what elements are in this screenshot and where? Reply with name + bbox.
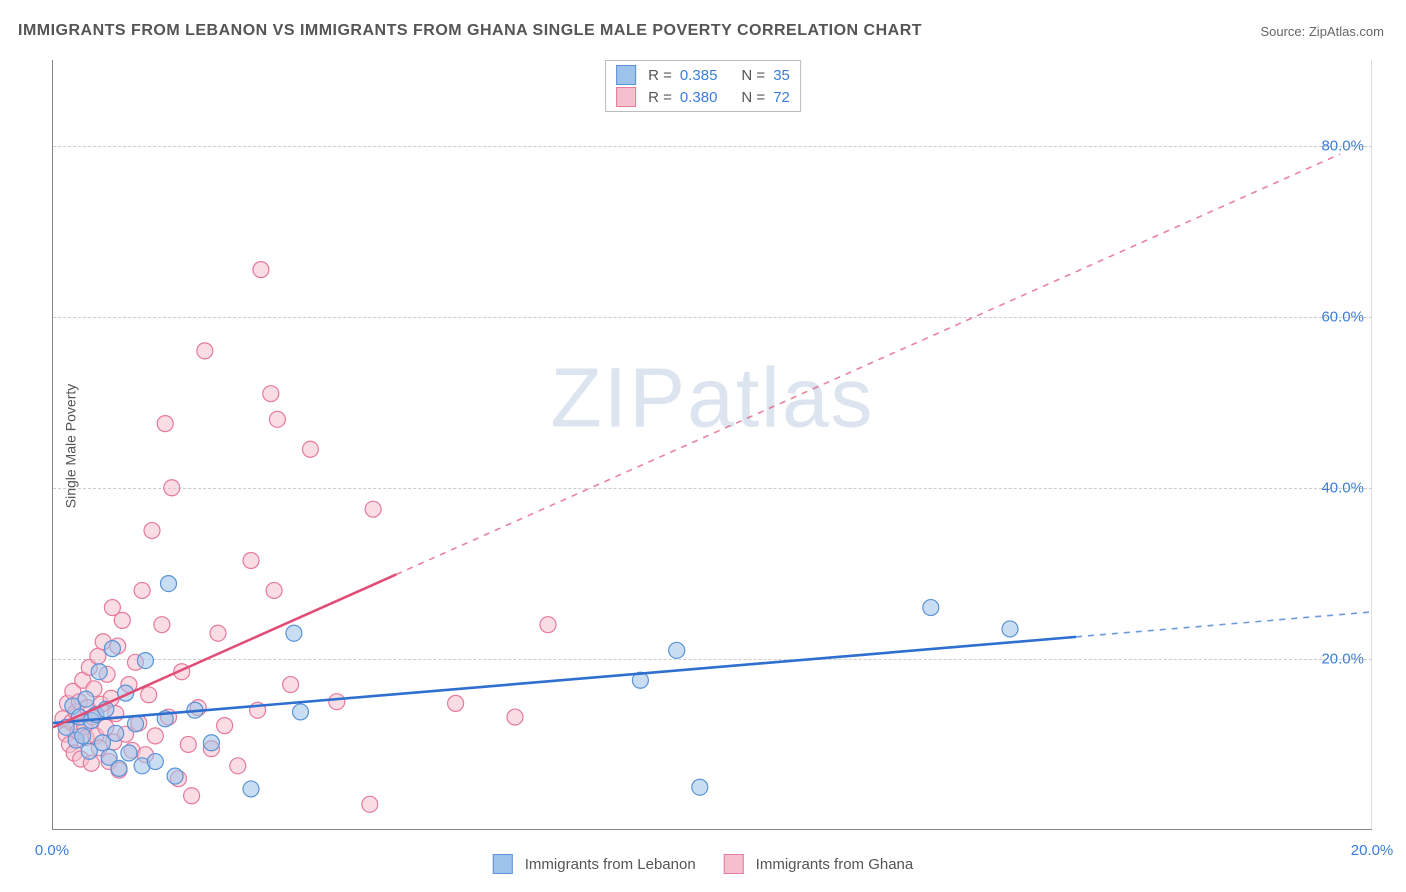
data-point-ghana bbox=[263, 386, 279, 402]
data-point-ghana bbox=[243, 553, 259, 569]
data-point-lebanon bbox=[161, 576, 177, 592]
data-point-ghana bbox=[147, 728, 163, 744]
n-label: N = bbox=[741, 89, 765, 106]
data-point-lebanon bbox=[293, 704, 309, 720]
chart-container: { "title": "IMMIGRANTS FROM LEBANON VS I… bbox=[0, 0, 1406, 892]
data-point-lebanon bbox=[91, 664, 107, 680]
correlation-legend: R = 0.385 N = 35 R = 0.380 N = 72 bbox=[605, 60, 801, 112]
data-point-ghana bbox=[164, 480, 180, 496]
data-point-lebanon bbox=[78, 691, 94, 707]
data-point-ghana bbox=[362, 796, 378, 812]
data-point-lebanon bbox=[692, 779, 708, 795]
swatch-ghana bbox=[616, 87, 636, 107]
trend-line-dashed-ghana bbox=[396, 154, 1340, 574]
data-point-ghana bbox=[329, 694, 345, 710]
data-point-lebanon bbox=[669, 642, 685, 658]
data-point-ghana bbox=[184, 788, 200, 804]
data-point-ghana bbox=[90, 648, 106, 664]
data-point-ghana bbox=[540, 617, 556, 633]
data-point-ghana bbox=[144, 523, 160, 539]
x-tick-label: 20.0% bbox=[1351, 842, 1394, 859]
plot-area: ZIPatlas 20.0%40.0%60.0%80.0% bbox=[52, 60, 1372, 830]
data-point-ghana bbox=[157, 416, 173, 432]
source-attribution: Source: ZipAtlas.com bbox=[1260, 24, 1384, 39]
chart-title: IMMIGRANTS FROM LEBANON VS IMMIGRANTS FR… bbox=[18, 22, 922, 40]
data-point-ghana bbox=[230, 758, 246, 774]
trend-line-lebanon bbox=[53, 637, 1076, 723]
data-point-ghana bbox=[507, 709, 523, 725]
data-point-ghana bbox=[365, 501, 381, 517]
data-point-lebanon bbox=[128, 716, 144, 732]
legend-label-lebanon: Immigrants from Lebanon bbox=[525, 856, 696, 873]
data-point-ghana bbox=[180, 736, 196, 752]
n-value-lebanon: 35 bbox=[773, 67, 790, 84]
data-point-lebanon bbox=[923, 600, 939, 616]
data-point-ghana bbox=[269, 411, 285, 427]
data-point-lebanon bbox=[203, 735, 219, 751]
scatter-plot-svg bbox=[53, 60, 1373, 830]
data-point-ghana bbox=[448, 695, 464, 711]
swatch-ghana bbox=[724, 854, 744, 874]
data-point-ghana bbox=[197, 343, 213, 359]
data-point-lebanon bbox=[104, 641, 120, 657]
legend-item-lebanon: Immigrants from Lebanon bbox=[493, 854, 696, 874]
r-value-lebanon: 0.385 bbox=[680, 67, 718, 84]
source-label: Source: bbox=[1260, 24, 1308, 39]
corr-legend-row-ghana: R = 0.380 N = 72 bbox=[616, 86, 790, 108]
data-point-lebanon bbox=[147, 754, 163, 770]
data-point-ghana bbox=[141, 687, 157, 703]
legend-label-ghana: Immigrants from Ghana bbox=[756, 856, 914, 873]
swatch-lebanon bbox=[493, 854, 513, 874]
data-point-ghana bbox=[283, 677, 299, 693]
data-point-lebanon bbox=[108, 725, 124, 741]
trend-line-dashed-lebanon bbox=[1076, 612, 1373, 637]
data-point-ghana bbox=[266, 582, 282, 598]
corr-legend-row-lebanon: R = 0.385 N = 35 bbox=[616, 64, 790, 86]
data-point-ghana bbox=[154, 617, 170, 633]
data-point-lebanon bbox=[137, 653, 153, 669]
n-value-ghana: 72 bbox=[773, 89, 790, 106]
data-point-ghana bbox=[210, 625, 226, 641]
data-point-ghana bbox=[134, 582, 150, 598]
n-label: N = bbox=[741, 67, 765, 84]
data-point-lebanon bbox=[111, 760, 127, 776]
source-value: ZipAtlas.com bbox=[1309, 24, 1384, 39]
data-point-lebanon bbox=[121, 745, 137, 761]
data-point-lebanon bbox=[1002, 621, 1018, 637]
r-value-ghana: 0.380 bbox=[680, 89, 718, 106]
x-tick-label: 0.0% bbox=[35, 842, 69, 859]
swatch-lebanon bbox=[616, 65, 636, 85]
data-point-ghana bbox=[114, 612, 130, 628]
r-label: R = bbox=[648, 89, 672, 106]
data-point-ghana bbox=[302, 441, 318, 457]
data-point-lebanon bbox=[75, 728, 91, 744]
series-legend: Immigrants from Lebanon Immigrants from G… bbox=[493, 854, 913, 874]
data-point-lebanon bbox=[167, 768, 183, 784]
legend-item-ghana: Immigrants from Ghana bbox=[724, 854, 914, 874]
data-point-lebanon bbox=[286, 625, 302, 641]
data-point-lebanon bbox=[243, 781, 259, 797]
data-point-ghana bbox=[253, 262, 269, 278]
r-label: R = bbox=[648, 67, 672, 84]
data-point-ghana bbox=[217, 718, 233, 734]
